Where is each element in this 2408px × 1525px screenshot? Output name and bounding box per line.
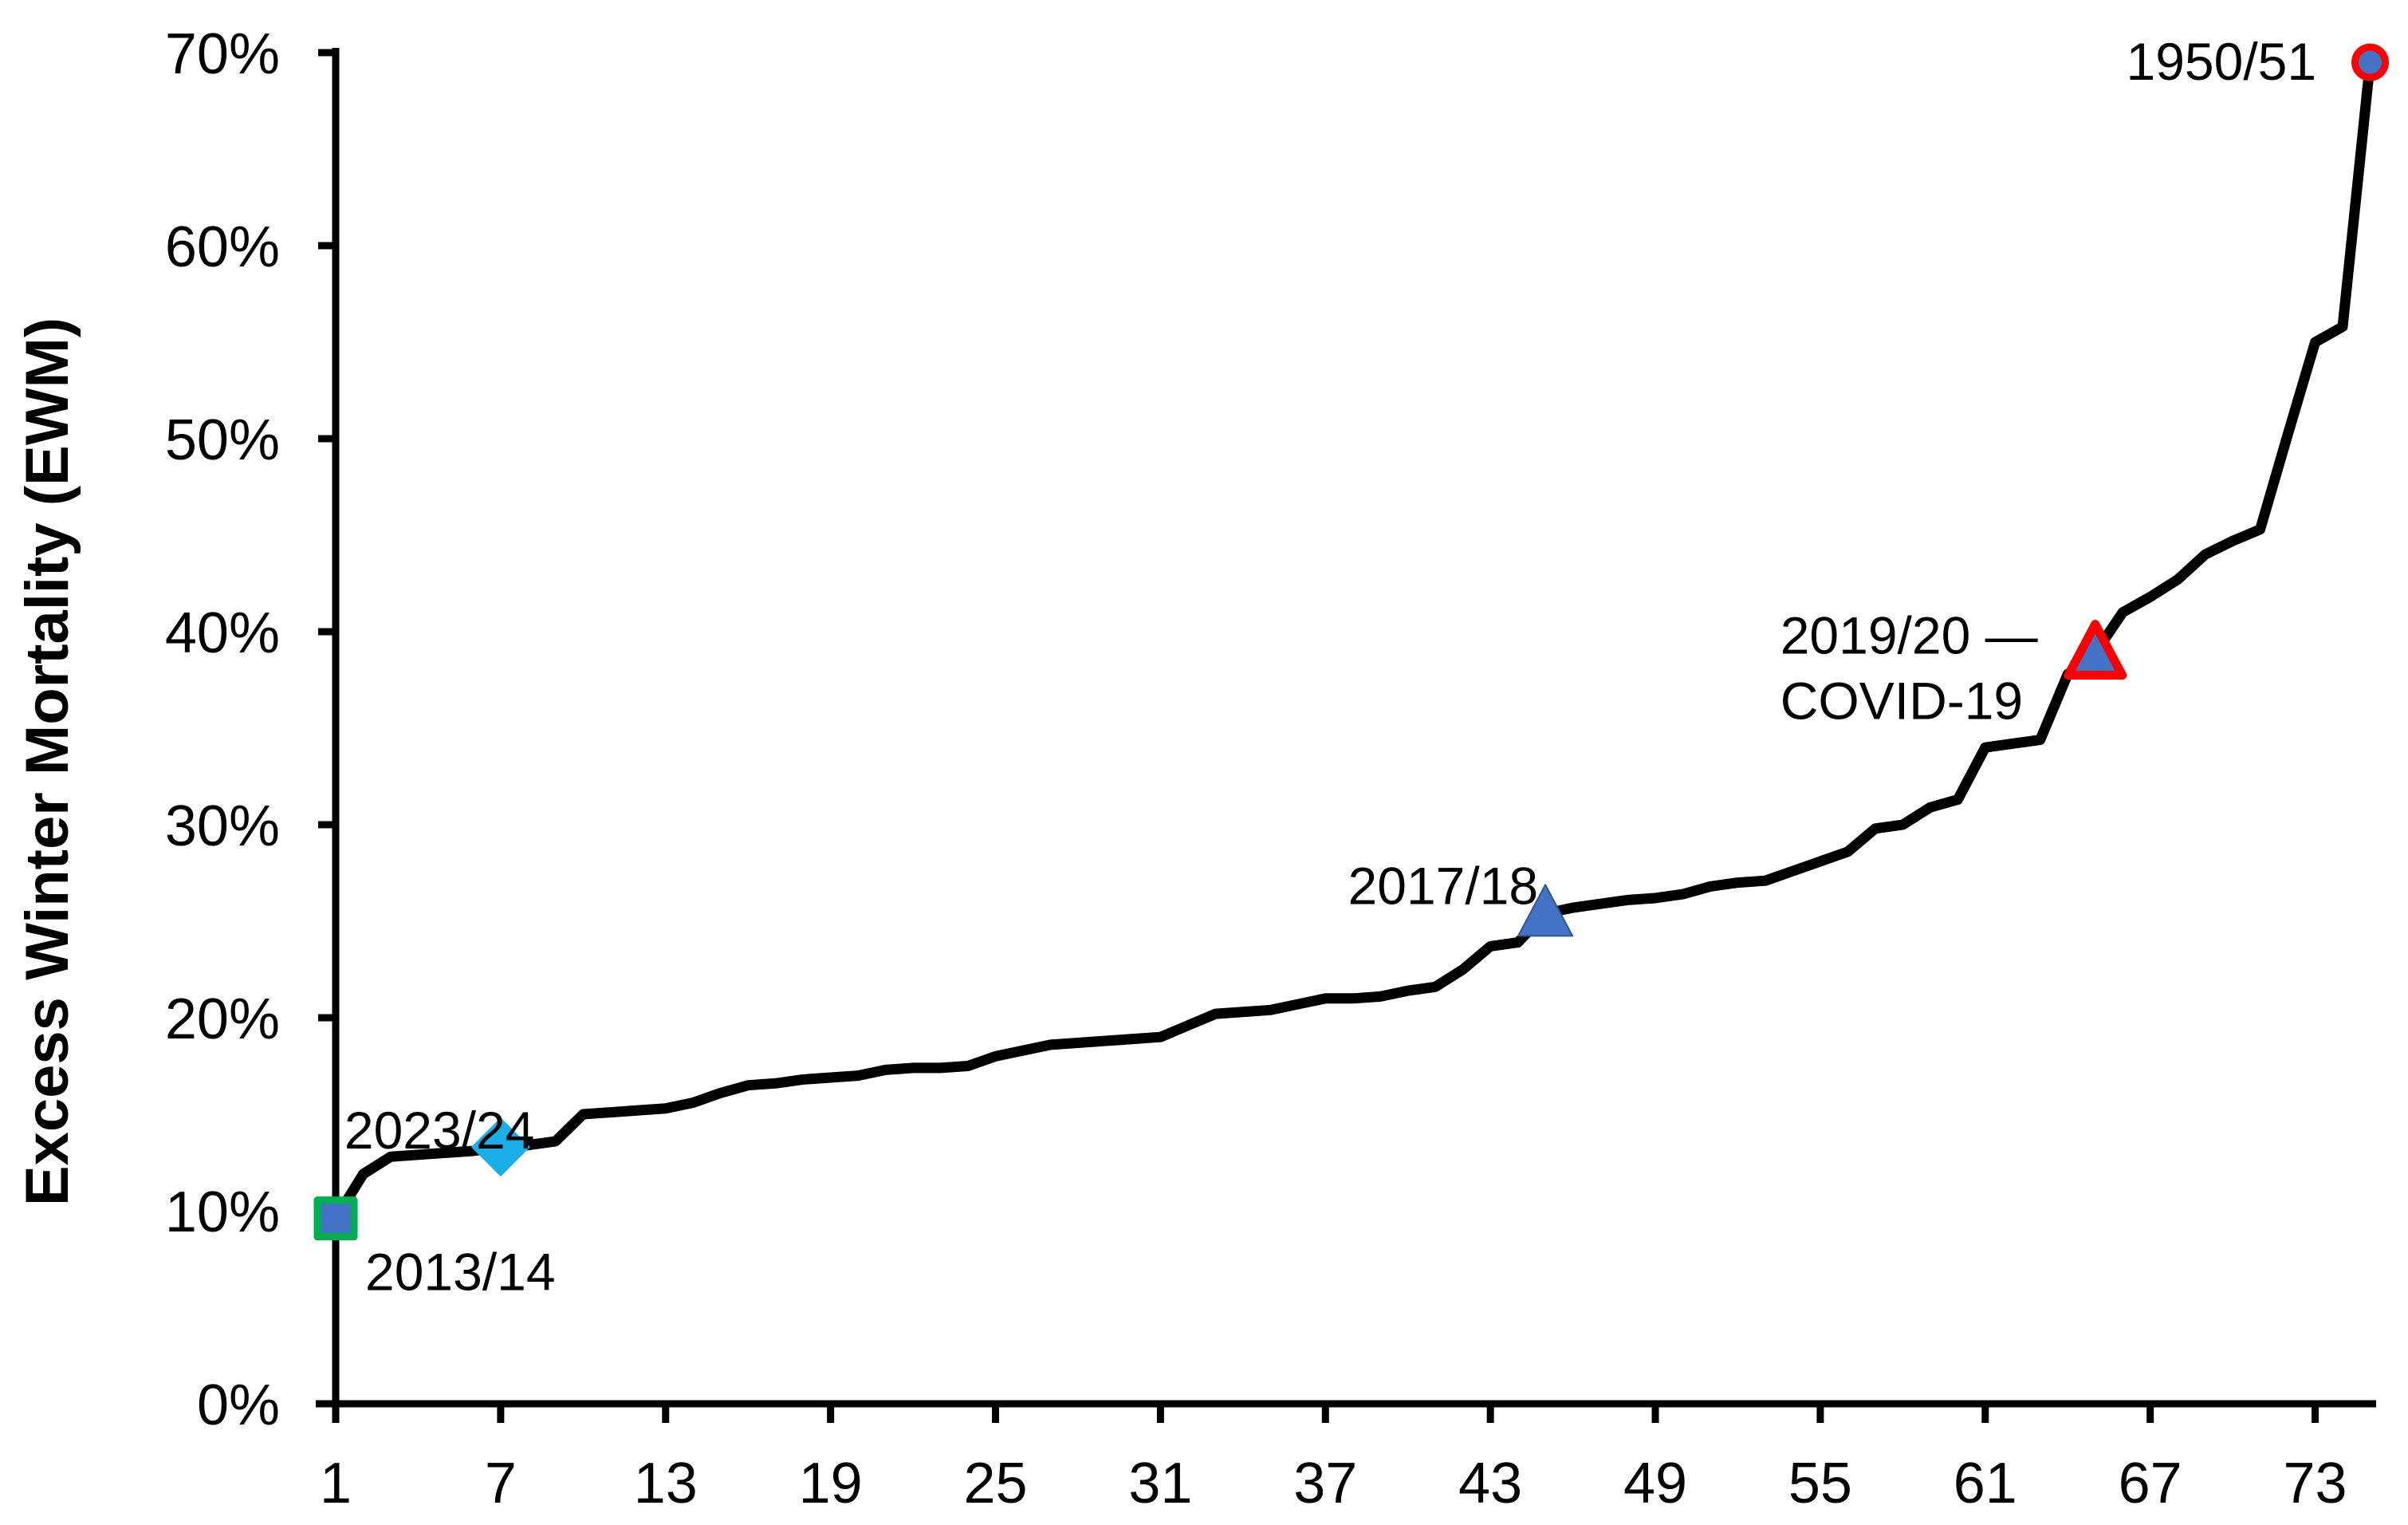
y-tick-label: 50% <box>165 408 280 472</box>
marker-diamond-2023-24 <box>470 1117 530 1177</box>
annotation-label-1950-51: 1950/51 <box>2127 32 2317 91</box>
x-tick-label: 55 <box>1788 1452 1852 1515</box>
annotation-label-2013-14: 2013/14 <box>365 1243 556 1302</box>
annotation-label-2017-18: 2017/18 <box>1348 856 1539 915</box>
x-tick-label: 7 <box>485 1452 517 1515</box>
annotation-label-2019-20-covid: COVID-19 <box>1780 672 2023 731</box>
y-tick-label: 30% <box>165 794 280 858</box>
ewm-series-line <box>331 61 2375 1222</box>
marker-triangle-2017-18 <box>1517 884 1574 937</box>
y-tick-label: 0% <box>197 1373 280 1437</box>
marker-square-2013-14 <box>313 1196 358 1241</box>
y-tick-label: 60% <box>165 215 280 279</box>
x-tick-label: 19 <box>799 1452 863 1515</box>
annotation-label-2019-20-covid: 2019/20 — <box>1780 606 2038 665</box>
y-tick-label: 20% <box>165 987 280 1051</box>
x-tick-label: 61 <box>1954 1452 2017 1515</box>
x-tick-label: 49 <box>1623 1452 1687 1515</box>
y-tick-label: 40% <box>165 601 280 665</box>
marker-triangle-2019-20-covid <box>2064 620 2127 680</box>
x-tick-label: 37 <box>1293 1452 1357 1515</box>
x-tick-label: 25 <box>963 1452 1027 1515</box>
y-tick-label: 10% <box>165 1180 280 1244</box>
x-tick-label: 13 <box>634 1452 698 1515</box>
x-tick-label: 43 <box>1458 1452 1522 1515</box>
y-tick-label: 70% <box>165 22 280 86</box>
x-tick-label: 1 <box>320 1452 352 1515</box>
x-tick-label: 67 <box>2119 1452 2182 1515</box>
x-tick-label: 31 <box>1128 1452 1192 1515</box>
marker-circle-1950-51 <box>2351 43 2390 81</box>
x-tick-label: 73 <box>2284 1452 2347 1515</box>
annotation-label-2023-24: 2023/24 <box>344 1101 535 1160</box>
y-axis-title: Excess Winter Mortality (EWM) <box>14 317 81 1206</box>
